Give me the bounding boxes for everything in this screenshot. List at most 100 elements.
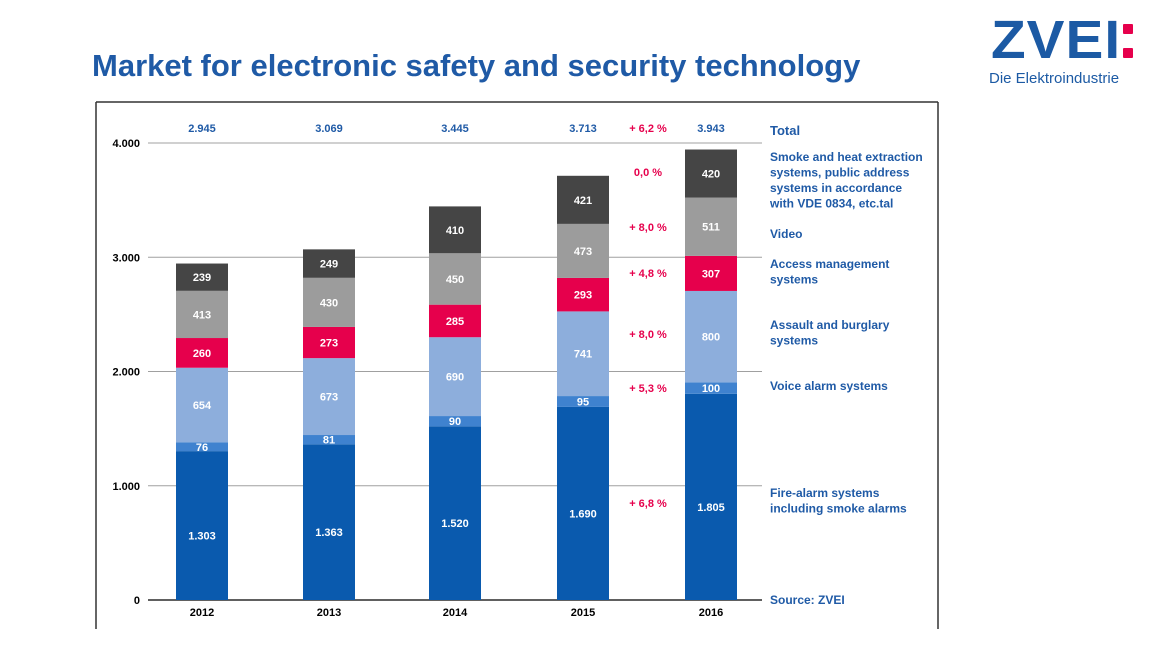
bar-value-label: 95 bbox=[577, 396, 589, 408]
legend-entry-line: Voice alarm systems bbox=[770, 379, 888, 393]
bar-value-label: 1.303 bbox=[188, 531, 216, 543]
x-axis: 2012 2013 2014 2015 2016 bbox=[190, 607, 723, 619]
zvei-logo: ZVEI Die Elektroindustrie bbox=[985, 10, 1145, 90]
legend-entry-line: Video bbox=[770, 227, 802, 241]
x-tick-label: 2013 bbox=[317, 607, 341, 619]
bar-value-label: 1.805 bbox=[697, 502, 725, 514]
y-tick-label: 0 bbox=[134, 595, 140, 607]
bar-value-label: 249 bbox=[320, 259, 338, 271]
legend-total: Total bbox=[770, 123, 800, 138]
legend-entry-line: systems, public address bbox=[770, 166, 910, 180]
bar-value-label: 654 bbox=[193, 400, 212, 412]
legend-entry-line: Fire-alarm systems bbox=[770, 486, 880, 500]
logo-colon-mark bbox=[1123, 24, 1133, 60]
source-note: Source: ZVEI bbox=[770, 593, 845, 607]
x-tick-label: 2012 bbox=[190, 607, 214, 619]
bar-value-label: 307 bbox=[702, 268, 720, 280]
bar-value-label: 76 bbox=[196, 442, 208, 454]
bar-segment bbox=[303, 249, 355, 278]
bar-value-label: 420 bbox=[702, 169, 720, 181]
bar-value-label: 741 bbox=[574, 349, 592, 361]
logo-wordmark: ZVEI bbox=[991, 10, 1122, 70]
logo-subtitle: Die Elektroindustrie bbox=[989, 70, 1120, 87]
bar-value-label: 673 bbox=[320, 392, 338, 404]
bar-segment bbox=[303, 358, 355, 436]
bar-segment bbox=[176, 290, 228, 339]
bar-segment bbox=[685, 382, 737, 394]
bar-value-label: 81 bbox=[323, 435, 335, 447]
bar-segment bbox=[429, 253, 481, 305]
bar-value-label: 421 bbox=[574, 195, 592, 207]
bar-segment bbox=[557, 277, 609, 312]
total-value-label: 3.445 bbox=[441, 123, 469, 135]
bar-segment bbox=[429, 337, 481, 417]
change-label: 0,0 % bbox=[634, 167, 662, 179]
bar-segment bbox=[557, 223, 609, 278]
bar-segment bbox=[557, 396, 609, 407]
bar-value-label: 800 bbox=[702, 332, 720, 344]
legend-entry-line: Smoke and heat extraction bbox=[770, 150, 923, 164]
bar-segment bbox=[557, 311, 609, 397]
legend-entry-line: systems bbox=[770, 334, 818, 348]
chart-frame bbox=[95, 101, 939, 629]
bar-value-label: 410 bbox=[446, 225, 464, 237]
total-labels: 2.945 3.069 3.445 3.713 3.943 bbox=[188, 123, 725, 135]
bar-segment bbox=[685, 255, 737, 291]
bar-value-label: 285 bbox=[446, 316, 464, 328]
change-label: + 6,8 % bbox=[629, 498, 667, 510]
bar-segment bbox=[685, 290, 737, 383]
chart-bars: 1.303 76 654 260 413 239 1.363 81 673 273 430 249 1.… bbox=[176, 149, 737, 600]
total-value-label: 3.069 bbox=[315, 123, 343, 135]
bar-value-label: 690 bbox=[446, 372, 464, 384]
bar-segment bbox=[557, 175, 609, 224]
legend-entry-line: systems bbox=[770, 273, 818, 287]
bar-segment bbox=[429, 426, 481, 600]
bar-segment bbox=[176, 442, 228, 452]
x-tick-label: 2014 bbox=[443, 607, 468, 619]
bar-value-label: 100 bbox=[702, 383, 720, 395]
change-label: + 5,3 % bbox=[629, 383, 667, 395]
bar-segment bbox=[429, 206, 481, 254]
change-label: + 8,0 % bbox=[629, 222, 667, 234]
bar-value-label: 1.690 bbox=[569, 508, 597, 520]
bar-value-label: 239 bbox=[193, 272, 211, 284]
bar-segment bbox=[429, 416, 481, 427]
bar-value-label: 450 bbox=[446, 274, 464, 286]
bar-value-label: 260 bbox=[193, 348, 211, 360]
y-tick-label: 4.000 bbox=[112, 138, 140, 150]
bar-segment bbox=[176, 338, 228, 368]
bar-segment bbox=[303, 326, 355, 359]
bar-value-label: 511 bbox=[702, 222, 720, 234]
bar-value-label: 273 bbox=[320, 338, 338, 350]
y-tick-label: 1.000 bbox=[112, 481, 140, 493]
y-tick-label: 3.000 bbox=[112, 252, 140, 264]
bar-value-label: 1.520 bbox=[441, 518, 469, 530]
total-value-label: 2.945 bbox=[188, 123, 216, 135]
bar-segment bbox=[176, 451, 228, 600]
bar-segment bbox=[176, 367, 228, 443]
total-value-label: 3.943 bbox=[697, 123, 725, 135]
chart-legend: Total Fire-alarm systems including smoke a… bbox=[769, 123, 923, 607]
bar-segment bbox=[685, 197, 737, 256]
total-value-label: 3.713 bbox=[569, 123, 597, 135]
change-labels: + 6,2 % + 6,8 % + 5,3 % + 8,0 % + 4,8 % + 8,0… bbox=[629, 123, 667, 510]
change-label: + 4,8 % bbox=[629, 268, 667, 280]
bar-segment bbox=[429, 304, 481, 338]
bar-value-label: 1.363 bbox=[315, 527, 343, 539]
legend-entry-line: Access management bbox=[770, 257, 889, 271]
legend-entry-line: including smoke alarms bbox=[770, 502, 907, 516]
x-tick-label: 2016 bbox=[699, 607, 723, 619]
legend-entry-line: Assault and burglary bbox=[770, 318, 890, 332]
legend-entry-line: with VDE 0834, etc.tal bbox=[769, 197, 893, 211]
x-tick-label: 2015 bbox=[571, 607, 595, 619]
bar-segment bbox=[685, 149, 737, 198]
bar-segment bbox=[685, 393, 737, 600]
bar-segment bbox=[557, 406, 609, 600]
bar-value-label: 413 bbox=[193, 309, 211, 321]
page-title: Market for electronic safety and securit… bbox=[92, 48, 861, 83]
bar-segment bbox=[303, 444, 355, 600]
bar-segment bbox=[303, 435, 355, 445]
bar-value-label: 90 bbox=[449, 416, 461, 428]
change-label-total: + 6,2 % bbox=[629, 123, 667, 135]
